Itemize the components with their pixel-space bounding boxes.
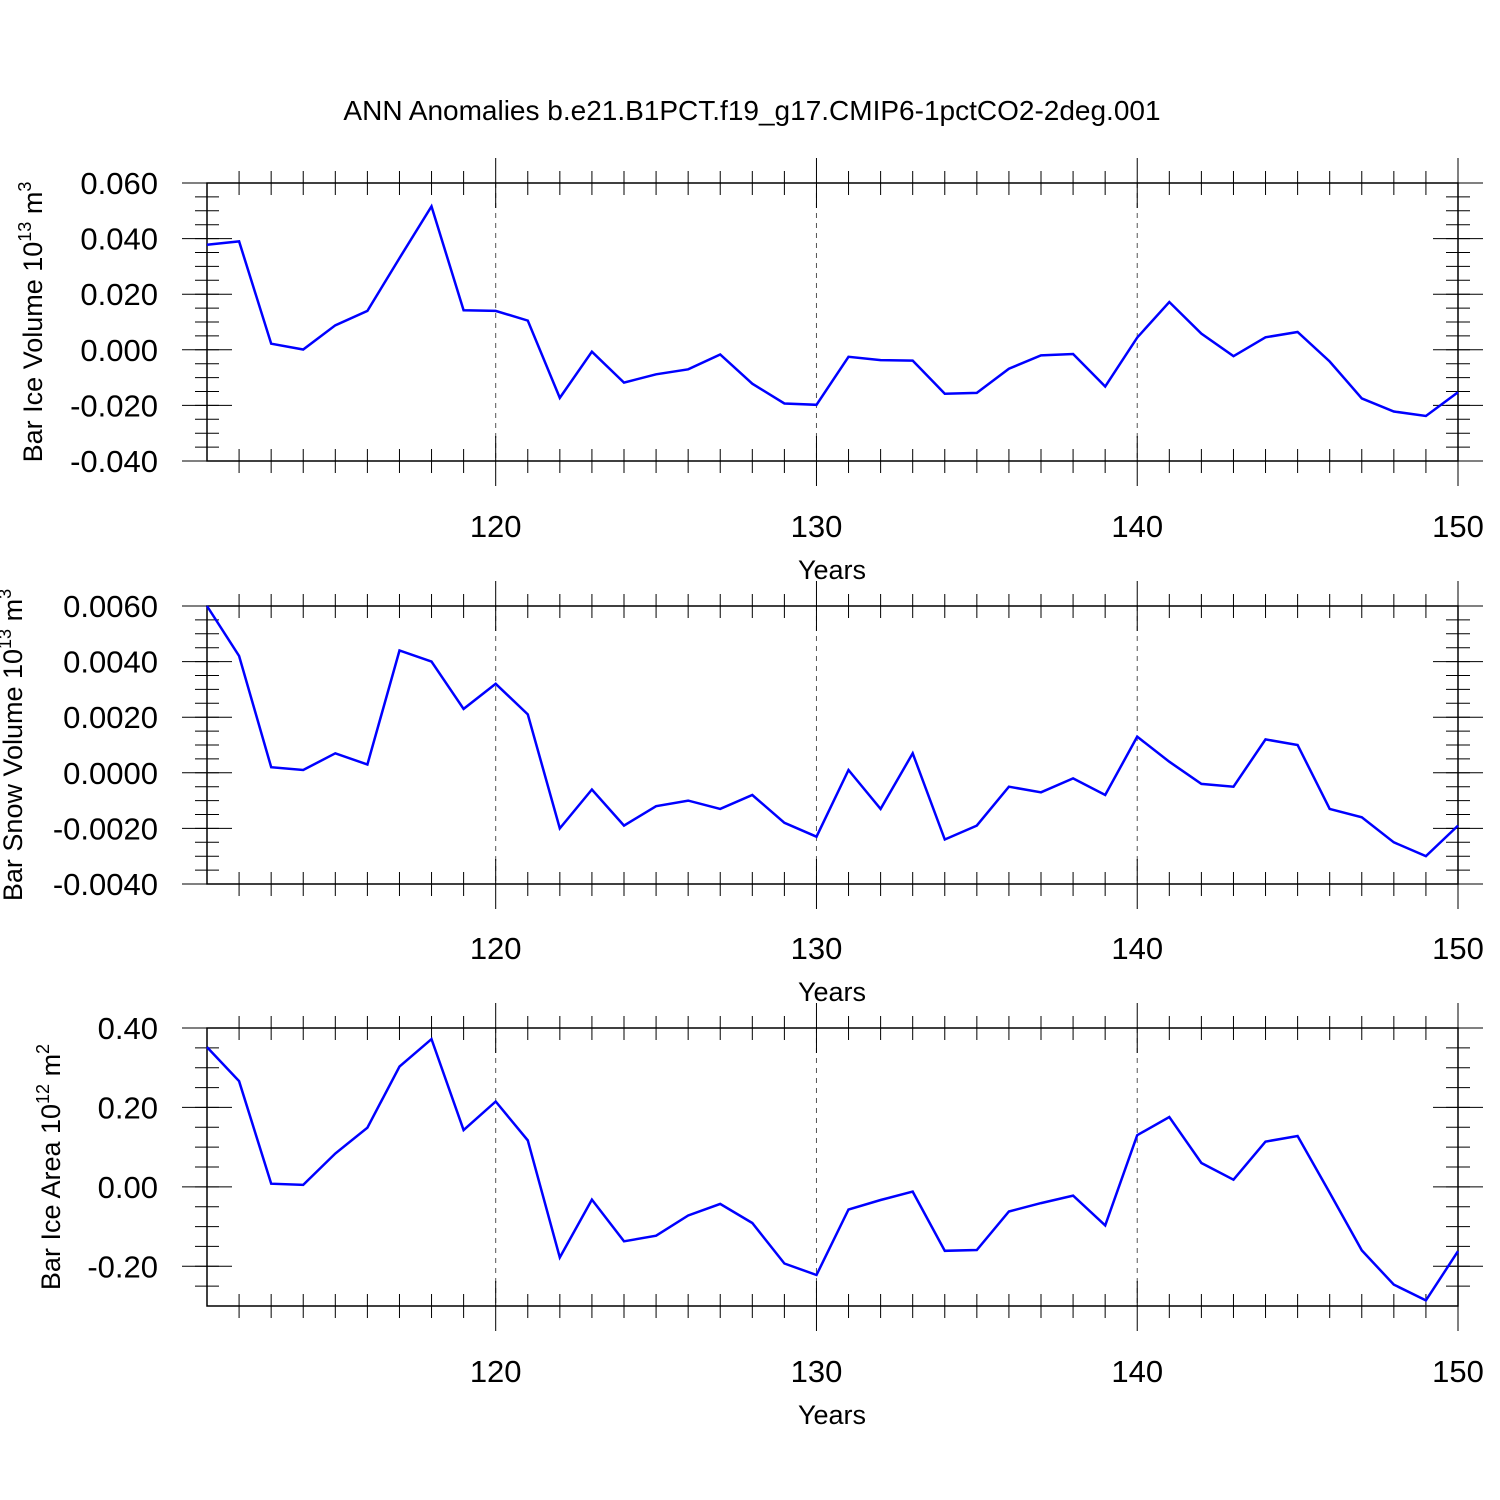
y-tick-label: -0.20 <box>87 1249 158 1284</box>
y-tick-label: 0.040 <box>80 222 158 257</box>
x-tick-label: 150 <box>1432 1354 1484 1389</box>
y-tick-label: 0.00 <box>98 1170 158 1205</box>
y-axis-title: Bar Ice Area 1012 m2 <box>33 1044 66 1290</box>
chart-panel-3: -0.20 0.00 0.20 0.40 120 130 140 150 Years Bar Ic… <box>33 1003 1484 1430</box>
x-axis-title: Years <box>798 977 866 1007</box>
y-tick-label: -0.0020 <box>53 811 158 846</box>
x-axis-title: Years <box>798 555 866 585</box>
x-axis-title: Years <box>798 1400 866 1430</box>
y-tick-label: -0.020 <box>70 388 158 423</box>
plot-frame <box>206 1027 1459 1307</box>
x-tick-label: 120 <box>470 509 522 544</box>
x-tick-label: 130 <box>791 931 843 966</box>
y-tick-label: 0.20 <box>98 1090 158 1125</box>
x-tick-label: 150 <box>1432 509 1484 544</box>
plot-frame <box>206 605 1459 885</box>
series-line <box>205 605 1459 858</box>
y-tick-label: 0.40 <box>98 1011 158 1046</box>
chart-title: ANN Anomalies b.e21.B1PCT.f19_g17.CMIP6-… <box>343 95 1160 126</box>
y-axis-title: Bar Snow Volume 1013 m3 <box>0 589 28 901</box>
y-tick-label: -0.0040 <box>53 867 158 902</box>
x-tick-label: 150 <box>1432 931 1484 966</box>
y-tick-label: 0.0000 <box>63 756 158 791</box>
y-tick-label: 0.0040 <box>63 645 158 680</box>
y-tick-label: 0.000 <box>80 333 158 368</box>
plot-frame <box>206 182 1459 462</box>
chart-panel-2: -0.0040 -0.0020 0.0000 0.0020 0.0040 0.0060 12… <box>0 581 1484 1007</box>
series-line <box>206 1036 1460 1303</box>
y-axis-title: Bar Ice Volume 1013 m3 <box>15 182 48 463</box>
x-tick-label: 120 <box>470 931 522 966</box>
x-tick-label: 130 <box>791 1354 843 1389</box>
x-tick-label: 120 <box>470 1354 522 1389</box>
y-tick-label: -0.040 <box>70 444 158 479</box>
panels: -0.040 -0.020 0.000 0.020 0.040 0.060 120 130 14… <box>0 158 1484 1430</box>
chart-panel-1: -0.040 -0.020 0.000 0.020 0.040 0.060 120 130 14… <box>15 158 1484 585</box>
x-tick-label: 140 <box>1111 1354 1163 1389</box>
y-tick-label: 0.0020 <box>63 700 158 735</box>
series-line <box>206 203 1459 418</box>
y-tick-label: 0.060 <box>80 166 158 201</box>
x-tick-label: 140 <box>1111 931 1163 966</box>
x-tick-label: 140 <box>1111 509 1163 544</box>
x-tick-label: 130 <box>791 509 843 544</box>
y-tick-label: 0.020 <box>80 277 158 312</box>
y-tick-label: 0.0060 <box>63 589 158 624</box>
